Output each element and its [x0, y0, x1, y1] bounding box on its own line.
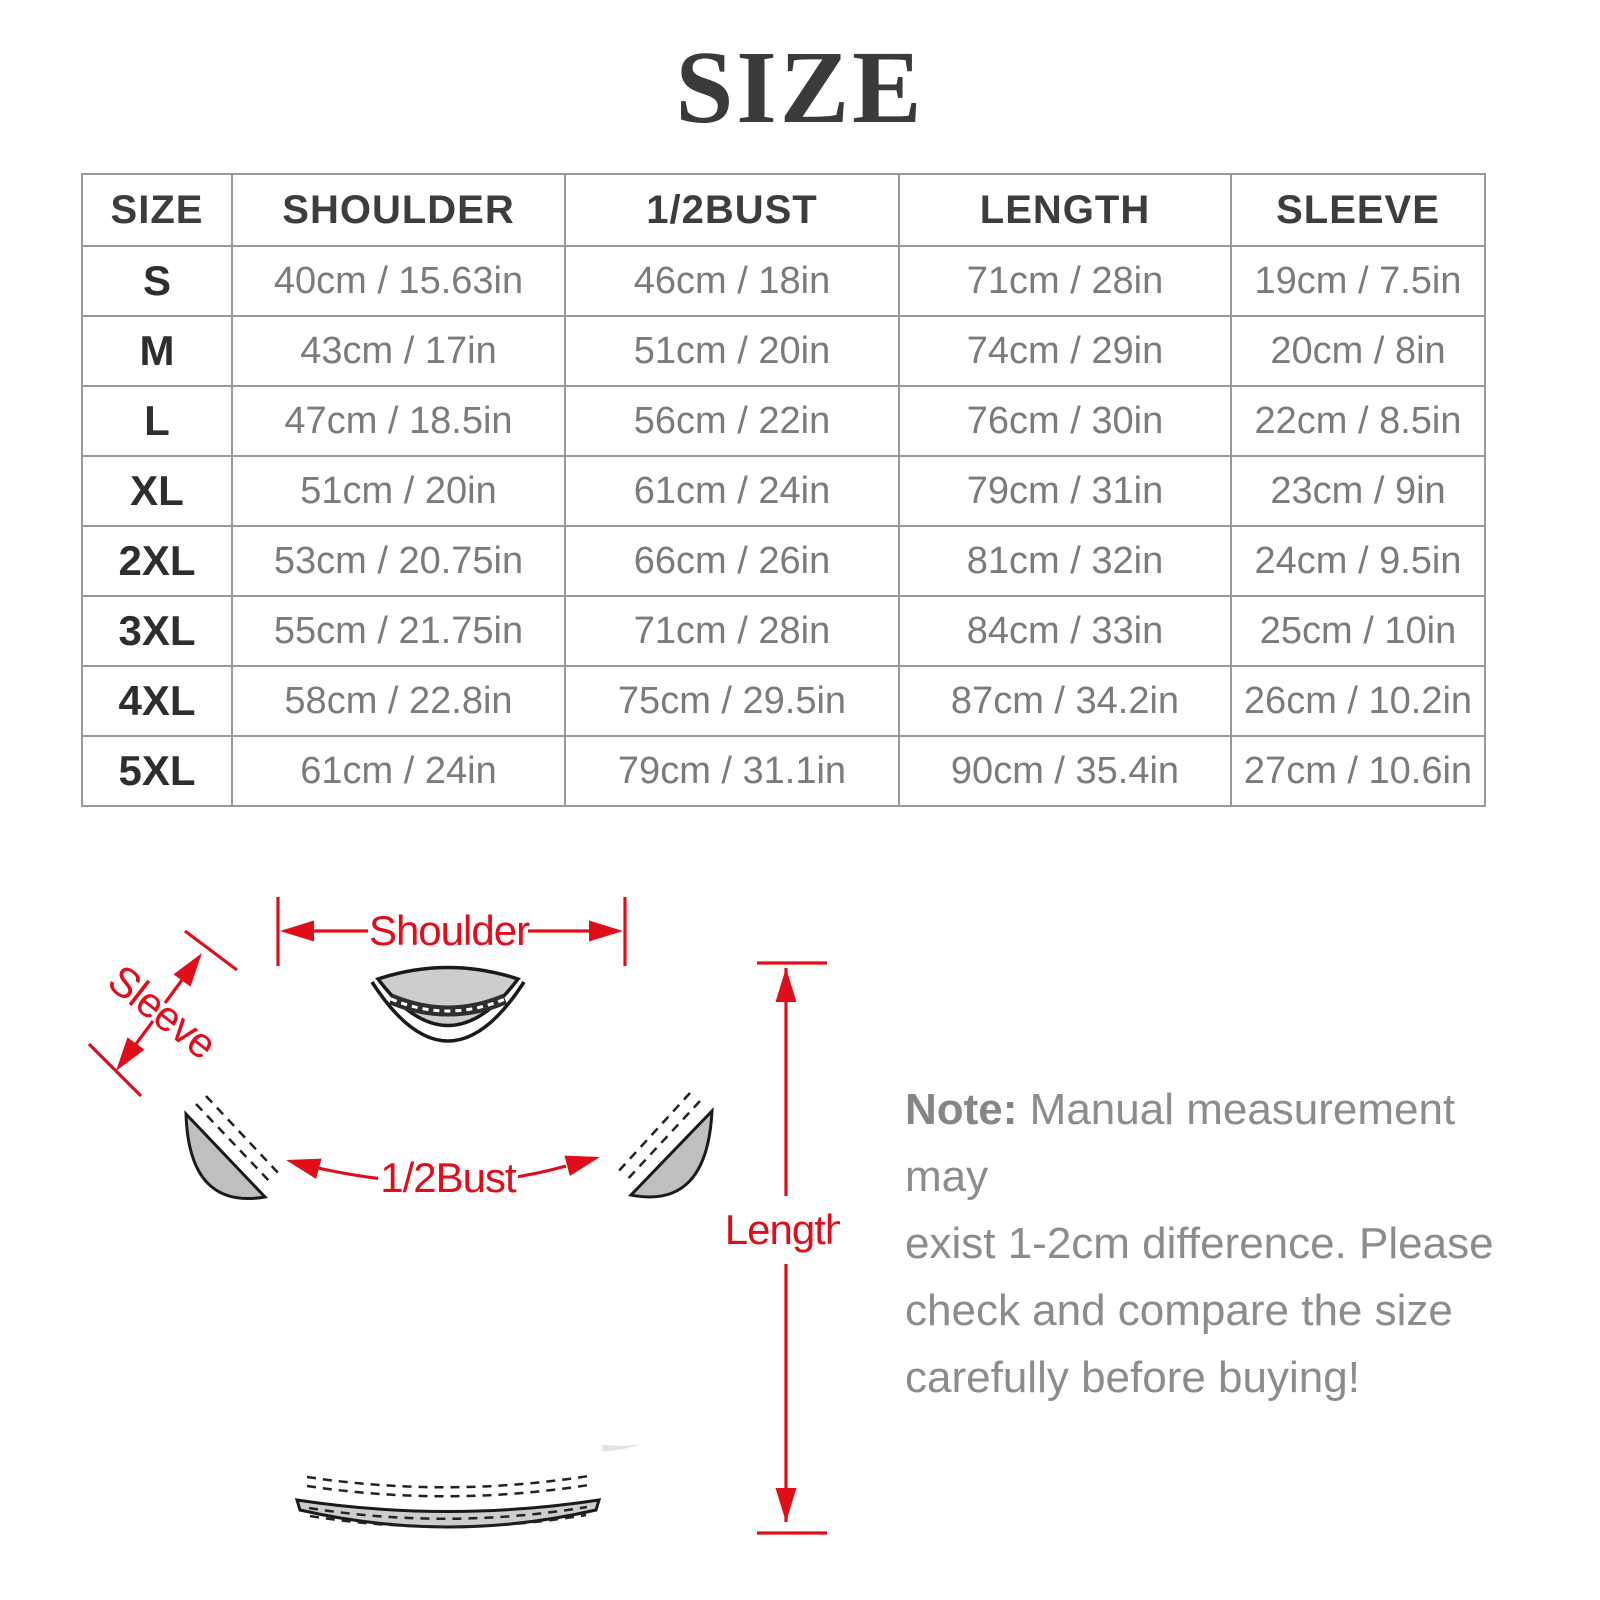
note-label: Note:: [905, 1085, 1018, 1134]
col-header-sleeve: SLEEVE: [1230, 173, 1486, 247]
arrowheads: [116, 920, 797, 1522]
halfbust-arrow-right: [564, 1155, 600, 1176]
halfbust-value: 61cm / 24in: [564, 455, 900, 527]
tshirt-measurement-diagram: Shoulder Sleeve 1/2Bust Length: [87, 897, 840, 1535]
sleeve-tick-lower: [87, 1042, 143, 1098]
size-label: 4XL: [81, 665, 233, 737]
size-label: L: [81, 385, 233, 457]
sleeve-value: 22cm / 8.5in: [1230, 385, 1486, 457]
length-value: 79cm / 31in: [898, 455, 1232, 527]
shoulder-value: 40cm / 15.63in: [231, 245, 566, 317]
note-line: Note: Manual measurement may: [905, 1085, 1456, 1201]
sleeve-arrow-upper: [173, 953, 202, 987]
table-row: XL 51cm / 20in 61cm / 24in 79cm / 31in 2…: [81, 455, 1486, 527]
halfbust-value: 66cm / 26in: [564, 525, 900, 597]
sleeve-label: Sleeve: [100, 955, 225, 1067]
halfbust-value: 75cm / 29.5in: [564, 665, 900, 737]
sleeve-value: 27cm / 10.6in: [1230, 735, 1486, 807]
length-value: 74cm / 29in: [898, 315, 1232, 387]
size-label: 2XL: [81, 525, 233, 597]
sleeve-value: 26cm / 10.2in: [1230, 665, 1486, 737]
col-header-size: SIZE: [81, 173, 233, 247]
table-row: 2XL 53cm / 20.75in 66cm / 26in 81cm / 32…: [81, 525, 1486, 597]
shoulder-arrow-right: [589, 920, 623, 942]
right-cuff-inside: [628, 1107, 714, 1199]
sleeve-dim-line: [134, 979, 184, 1045]
col-header-halfbust: 1/2BUST: [564, 173, 900, 247]
collar-outer-curve: [370, 981, 526, 1043]
size-label: 5XL: [81, 735, 233, 807]
note-line: check and compare the size: [905, 1286, 1453, 1335]
sleeve-arrow-lower: [116, 1037, 145, 1071]
size-label: 3XL: [81, 595, 233, 667]
halfbust-value: 71cm / 28in: [564, 595, 900, 667]
sleeve-value: 25cm / 10in: [1230, 595, 1486, 667]
length-label-gap: [720, 1196, 840, 1264]
hem-stitching: [306, 1474, 590, 1528]
note-line: exist 1-2cm difference. Please: [905, 1219, 1494, 1268]
halfbust-value: 56cm / 22in: [564, 385, 900, 457]
col-header-shoulder: SHOULDER: [231, 173, 566, 247]
length-value: 81cm / 32in: [898, 525, 1232, 597]
measurement-note: Note: Manual measurement may exist 1-2cm…: [905, 1076, 1525, 1411]
sleeve-stitching: [195, 1092, 701, 1185]
length-arrow-bottom: [775, 1488, 797, 1522]
shoulder-value: 43cm / 17in: [231, 315, 566, 387]
col-header-length: LENGTH: [898, 173, 1232, 247]
tshirt-outline: [183, 965, 713, 1514]
shoulder-label: Shoulder: [369, 907, 530, 954]
length-value: 84cm / 33in: [898, 595, 1232, 667]
collar-tape-stitch: [390, 997, 506, 1013]
sleeve-tick-upper: [184, 929, 238, 972]
table-row: M 43cm / 17in 51cm / 20in 74cm / 29in 20…: [81, 315, 1486, 387]
halfbust-arrow-left: [286, 1158, 322, 1179]
halfbust-value: 79cm / 31.1in: [564, 735, 900, 807]
sleeve-value: 19cm / 7.5in: [1230, 245, 1486, 317]
halfbust-value: 46cm / 18in: [564, 245, 900, 317]
shoulder-value: 58cm / 22.8in: [231, 665, 566, 737]
shoulder-arrow-left: [280, 920, 314, 942]
sleeve-value: 24cm / 9.5in: [1230, 525, 1486, 597]
size-label: XL: [81, 455, 233, 527]
size-table: SIZE SHOULDER 1/2BUST LENGTH SLEEVE S 40…: [81, 173, 1486, 807]
left-cuff-inside: [184, 1110, 269, 1200]
table-row: 5XL 61cm / 24in 79cm / 31.1in 90cm / 35.…: [81, 735, 1486, 807]
note-line: carefully before buying!: [905, 1353, 1360, 1402]
shoulder-value: 55cm / 21.75in: [231, 595, 566, 667]
table-row: S 40cm / 15.63in 46cm / 18in 71cm / 28in…: [81, 245, 1486, 317]
shoulder-value: 61cm / 24in: [231, 735, 566, 807]
length-value: 90cm / 35.4in: [898, 735, 1232, 807]
sleeve-value: 23cm / 9in: [1230, 455, 1486, 527]
shoulder-value: 47cm / 18.5in: [231, 385, 566, 457]
table-row: 4XL 58cm / 22.8in 75cm / 29.5in 87cm / 3…: [81, 665, 1486, 737]
length-value: 71cm / 28in: [898, 245, 1232, 317]
halfbust-label: 1/2Bust: [380, 1154, 517, 1201]
page-title: SIZE: [675, 30, 925, 145]
table-row: L 47cm / 18.5in 56cm / 22in 76cm / 30in …: [81, 385, 1486, 457]
shoulder-value: 51cm / 20in: [231, 455, 566, 527]
table-row: 3XL 55cm / 21.75in 71cm / 28in 84cm / 33…: [81, 595, 1486, 667]
length-value: 87cm / 34.2in: [898, 665, 1232, 737]
size-label: M: [81, 315, 233, 387]
length-arrow-top: [775, 968, 797, 1002]
halfbust-value: 51cm / 20in: [564, 315, 900, 387]
table-header-row: SIZE SHOULDER 1/2BUST LENGTH SLEEVE: [81, 173, 1486, 247]
sleeve-value: 20cm / 8in: [1230, 315, 1486, 387]
size-label: S: [81, 245, 233, 317]
length-label: Length: [725, 1206, 840, 1253]
length-value: 76cm / 30in: [898, 385, 1232, 457]
shoulder-value: 53cm / 20.75in: [231, 525, 566, 597]
halfbust-label-gap: [378, 1148, 518, 1204]
